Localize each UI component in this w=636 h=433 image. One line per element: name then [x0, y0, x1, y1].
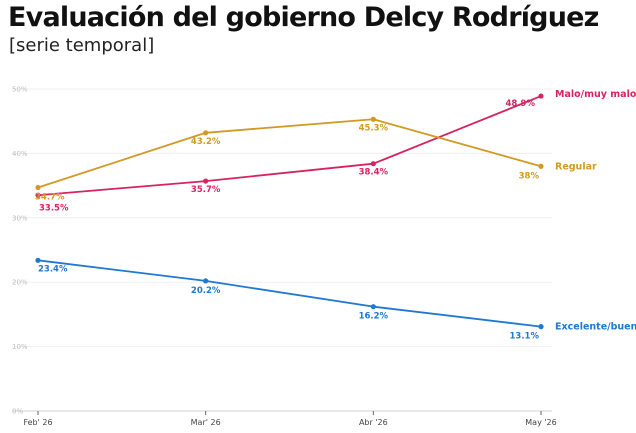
y-tick-label: 30% — [12, 214, 28, 222]
series-label: Regular — [555, 161, 597, 172]
data-point — [538, 163, 544, 169]
data-point — [370, 304, 376, 310]
series-label: Excelente/bueno — [555, 322, 636, 333]
data-label: 20.2% — [191, 286, 221, 296]
y-tick-label: 10% — [12, 343, 28, 351]
data-label: 33.5% — [39, 203, 69, 213]
data-label: 13.1% — [510, 332, 540, 342]
data-point — [370, 161, 376, 167]
data-point — [203, 278, 209, 284]
y-tick-label: 20% — [12, 279, 28, 287]
series-label: Malo/muy malo — [555, 89, 636, 100]
y-tick-label: 0% — [12, 408, 23, 416]
data-point — [538, 324, 544, 330]
data-label: 35.7% — [191, 185, 221, 195]
chart-subtitle: [serie temporal] — [9, 35, 155, 56]
data-point — [35, 192, 41, 198]
data-point — [370, 116, 376, 122]
data-point — [203, 130, 209, 136]
x-tick-label: Abr '26 — [359, 418, 388, 427]
y-tick-label: 40% — [12, 150, 28, 158]
data-point — [35, 257, 41, 263]
data-point — [203, 178, 209, 184]
x-tick-label: Feb' 26 — [23, 418, 52, 427]
series-line — [37, 118, 542, 189]
data-label: 38% — [519, 171, 540, 181]
chart-title: Evaluación del gobierno Delcy Rodríguez — [8, 2, 599, 33]
data-label: 34.7% — [35, 193, 65, 203]
x-tick-label: Mar' 26 — [191, 418, 221, 427]
data-point — [35, 184, 41, 191]
x-tick-label: May '26 — [525, 418, 556, 427]
data-label: 16.2% — [359, 312, 389, 322]
data-label: 48.9% — [506, 99, 536, 109]
data-label: 38.4% — [359, 168, 389, 178]
y-tick-label: 50% — [12, 86, 28, 94]
data-label: 45.3% — [359, 123, 389, 133]
series-line — [37, 259, 542, 328]
data-label: 23.4% — [38, 264, 68, 274]
data-point — [538, 93, 544, 99]
data-label: 43.2% — [191, 137, 221, 147]
series-line — [37, 95, 542, 197]
